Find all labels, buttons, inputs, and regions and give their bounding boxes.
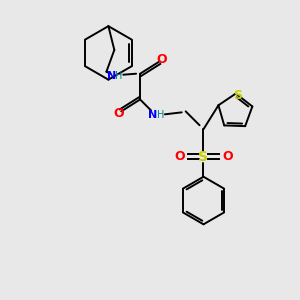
Text: O: O xyxy=(157,53,167,66)
Text: H: H xyxy=(115,71,122,81)
Text: O: O xyxy=(113,107,124,120)
Text: N: N xyxy=(148,110,158,120)
Text: O: O xyxy=(174,150,185,164)
Text: H: H xyxy=(157,110,165,120)
Text: S: S xyxy=(199,150,208,164)
Text: O: O xyxy=(222,150,232,164)
Text: S: S xyxy=(233,89,242,102)
Text: N: N xyxy=(107,71,116,81)
